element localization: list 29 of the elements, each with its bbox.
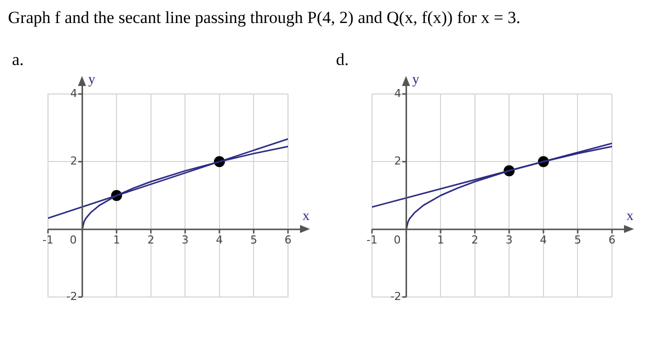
x-tick-label: 6 [608, 234, 616, 247]
y-axis-title: y [88, 72, 96, 88]
x-tick-label: 2 [471, 234, 478, 247]
y-axis-title: y [412, 72, 420, 88]
x-tick-label: 1 [437, 234, 444, 247]
x-tick-label: 1 [113, 234, 120, 247]
x-tick-label: -1 [42, 234, 54, 247]
x-tick-label: 5 [574, 234, 582, 247]
chart-title: d. [336, 50, 350, 70]
x-axis-title: x [302, 209, 310, 224]
x-tick-label: 3 [182, 234, 189, 247]
x-tick-label: 3 [506, 234, 513, 247]
x-tick-label: 0 [394, 234, 401, 247]
x-tick-label: 2 [147, 234, 154, 247]
y-tick-label: 4 [394, 86, 402, 100]
x-tick-label: -1 [366, 234, 378, 247]
x-tick-label: 4 [540, 234, 547, 247]
x-tick-label: 5 [250, 234, 258, 247]
x-tick-label: 6 [284, 234, 292, 247]
y-tick-label: -2 [66, 290, 78, 303]
y-tick-label: 4 [70, 86, 78, 100]
y-tick-label: -2 [390, 290, 402, 303]
x-tick-label: 0 [70, 234, 77, 247]
y-tick-label: 2 [70, 154, 78, 168]
chart-title: a. [12, 50, 25, 70]
x-tick-label: 4 [216, 234, 223, 247]
x-axis-title: x [626, 209, 634, 224]
text: Graph f and the secant line passing through P(4, 2) and Q(x, f(x)) for x = 3. [8, 8, 522, 28]
y-tick-label: 2 [394, 154, 402, 168]
